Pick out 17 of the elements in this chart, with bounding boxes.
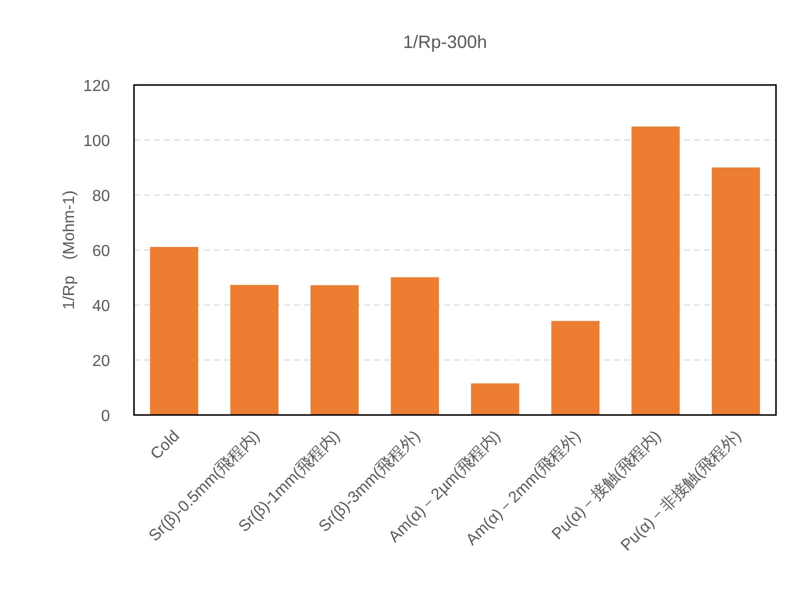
y-tick-label: 80 (92, 188, 110, 205)
bar (310, 285, 359, 415)
bar (390, 277, 439, 415)
y-tick-label: 60 (92, 243, 110, 260)
bar (551, 320, 600, 415)
bar (471, 383, 520, 415)
bar (150, 246, 198, 415)
y-tick-label: 120 (83, 78, 110, 95)
y-axis-title: 1/Rp (Mohm-1) (61, 190, 78, 310)
bar (712, 168, 760, 415)
bar (230, 284, 278, 415)
y-tick-label: 20 (92, 353, 110, 370)
y-tick-label: 40 (92, 298, 110, 315)
y-tick-label: 100 (83, 133, 110, 150)
y-tick-label: 0 (101, 408, 110, 425)
chart-title: 1/Rp-300h (402, 32, 488, 52)
bar (632, 126, 680, 415)
